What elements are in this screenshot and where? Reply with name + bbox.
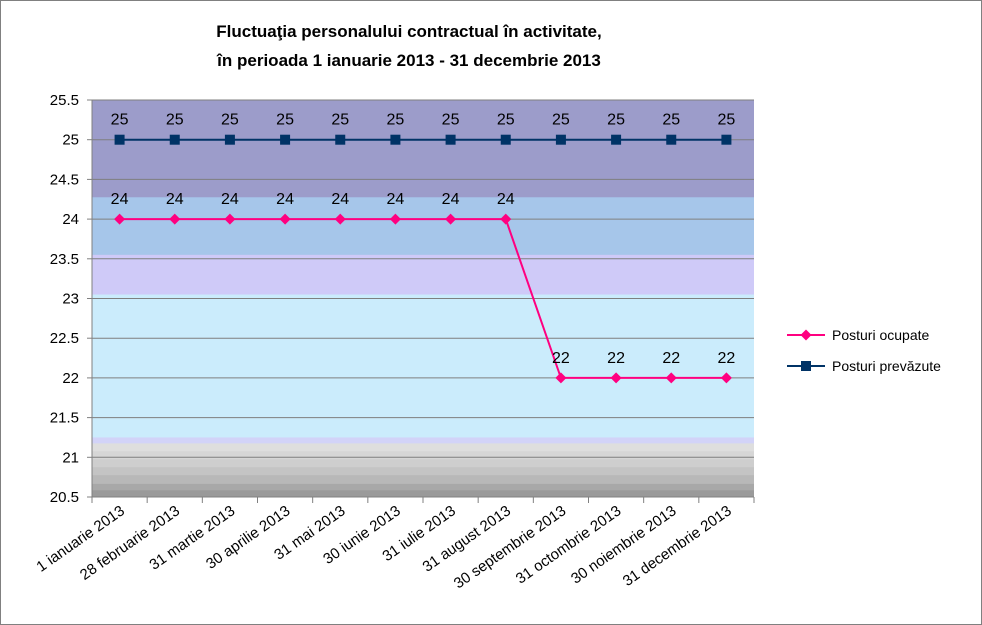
data-label: 25 [276, 112, 294, 129]
y-tick-label: 24 [62, 211, 79, 228]
data-label: 25 [166, 112, 184, 129]
data-point [555, 372, 567, 384]
data-point [610, 372, 622, 384]
data-label: 24 [387, 191, 405, 208]
background-band [92, 100, 754, 198]
legend-marker [801, 361, 811, 371]
y-tick-label: 20.5 [50, 489, 79, 506]
data-point [445, 213, 457, 225]
data-label: 24 [331, 191, 349, 208]
y-tick-label: 25 [62, 132, 79, 149]
data-point [445, 134, 456, 145]
axes [87, 99, 755, 503]
data-point [279, 213, 291, 225]
data-point [611, 134, 622, 145]
data-point [389, 213, 401, 225]
data-point [224, 213, 236, 225]
data-point [224, 134, 235, 145]
series-posturi-ocupate: 24 24 24 24 24 24 24 24 22 22 22 22 [111, 191, 736, 384]
data-point [500, 213, 512, 225]
data-label: 25 [387, 112, 405, 129]
series-line [119, 218, 727, 379]
x-tick-label: 28 februarie 2013 [77, 502, 183, 583]
data-point [169, 134, 180, 145]
data-point [169, 213, 181, 225]
y-tick-label: 23 [62, 291, 79, 308]
legend-entry: Posturi prevăzute [787, 358, 941, 374]
legend-label: Posturi prevăzute [832, 358, 941, 374]
data-label: 24 [221, 191, 239, 208]
legend: Posturi ocupate Posturi prevăzute [787, 327, 941, 374]
y-tick-label: 21.5 [50, 410, 79, 427]
data-label: 24 [166, 191, 184, 208]
background-band [92, 451, 754, 460]
background-band [92, 437, 754, 444]
chart-title-line-1: Fluctuaţia personalului contractual în a… [216, 22, 601, 41]
background-band [92, 443, 754, 452]
y-tick-label: 22.5 [50, 330, 79, 347]
data-label: 25 [662, 112, 680, 129]
background-band [92, 483, 754, 491]
y-tick-label: 23.5 [50, 251, 79, 268]
data-point [720, 372, 732, 384]
background-band [92, 467, 754, 476]
legend-marker [800, 329, 812, 341]
data-point [335, 134, 346, 145]
data-label: 24 [497, 191, 515, 208]
y-tick-label: 22 [62, 370, 79, 387]
data-point [555, 134, 566, 145]
data-point [666, 134, 677, 145]
data-label: 25 [331, 112, 349, 129]
data-label: 25 [111, 112, 129, 129]
data-label: 25 [718, 112, 736, 129]
y-axis-tick-labels: 25.5 25 24.5 24 23.5 23 22.5 22 21.5 21 20.5 [50, 92, 79, 506]
data-point [334, 213, 346, 225]
data-point [114, 213, 126, 225]
series-posturi-prevazute: 25 25 25 25 25 25 25 25 25 25 25 25 [111, 112, 736, 145]
y-tick-label: 24.5 [50, 171, 79, 188]
data-label: 22 [662, 350, 680, 367]
data-label: 25 [552, 112, 570, 129]
data-point [390, 134, 401, 145]
data-point [500, 134, 511, 145]
plot-background [92, 100, 754, 498]
data-label: 25 [221, 112, 239, 129]
background-band [92, 294, 754, 438]
data-point [665, 372, 677, 384]
data-label: 25 [607, 112, 625, 129]
data-label: 22 [552, 350, 570, 367]
legend-entry: Posturi ocupate [787, 327, 929, 343]
data-label: 24 [111, 191, 129, 208]
background-band [92, 197, 754, 256]
y-tick-label: 25.5 [50, 92, 79, 109]
background-band [92, 490, 754, 498]
chart-title-line-2: în perioada 1 ianuarie 2013 - 31 decembr… [216, 51, 601, 70]
background-band [92, 459, 754, 468]
legend-label: Posturi ocupate [832, 327, 929, 343]
background-band [92, 475, 754, 485]
data-point [280, 134, 291, 145]
data-label: 25 [497, 112, 515, 129]
background-band [92, 254, 754, 296]
data-label: 22 [607, 350, 625, 367]
y-tick-label: 21 [62, 449, 79, 466]
data-label: 22 [718, 350, 736, 367]
data-point [114, 134, 125, 145]
data-label: 25 [442, 112, 460, 129]
chart-title: Fluctuaţia personalului contractual în a… [216, 22, 602, 70]
data-label: 24 [276, 191, 294, 208]
data-label: 24 [442, 191, 460, 208]
data-point [721, 134, 732, 145]
